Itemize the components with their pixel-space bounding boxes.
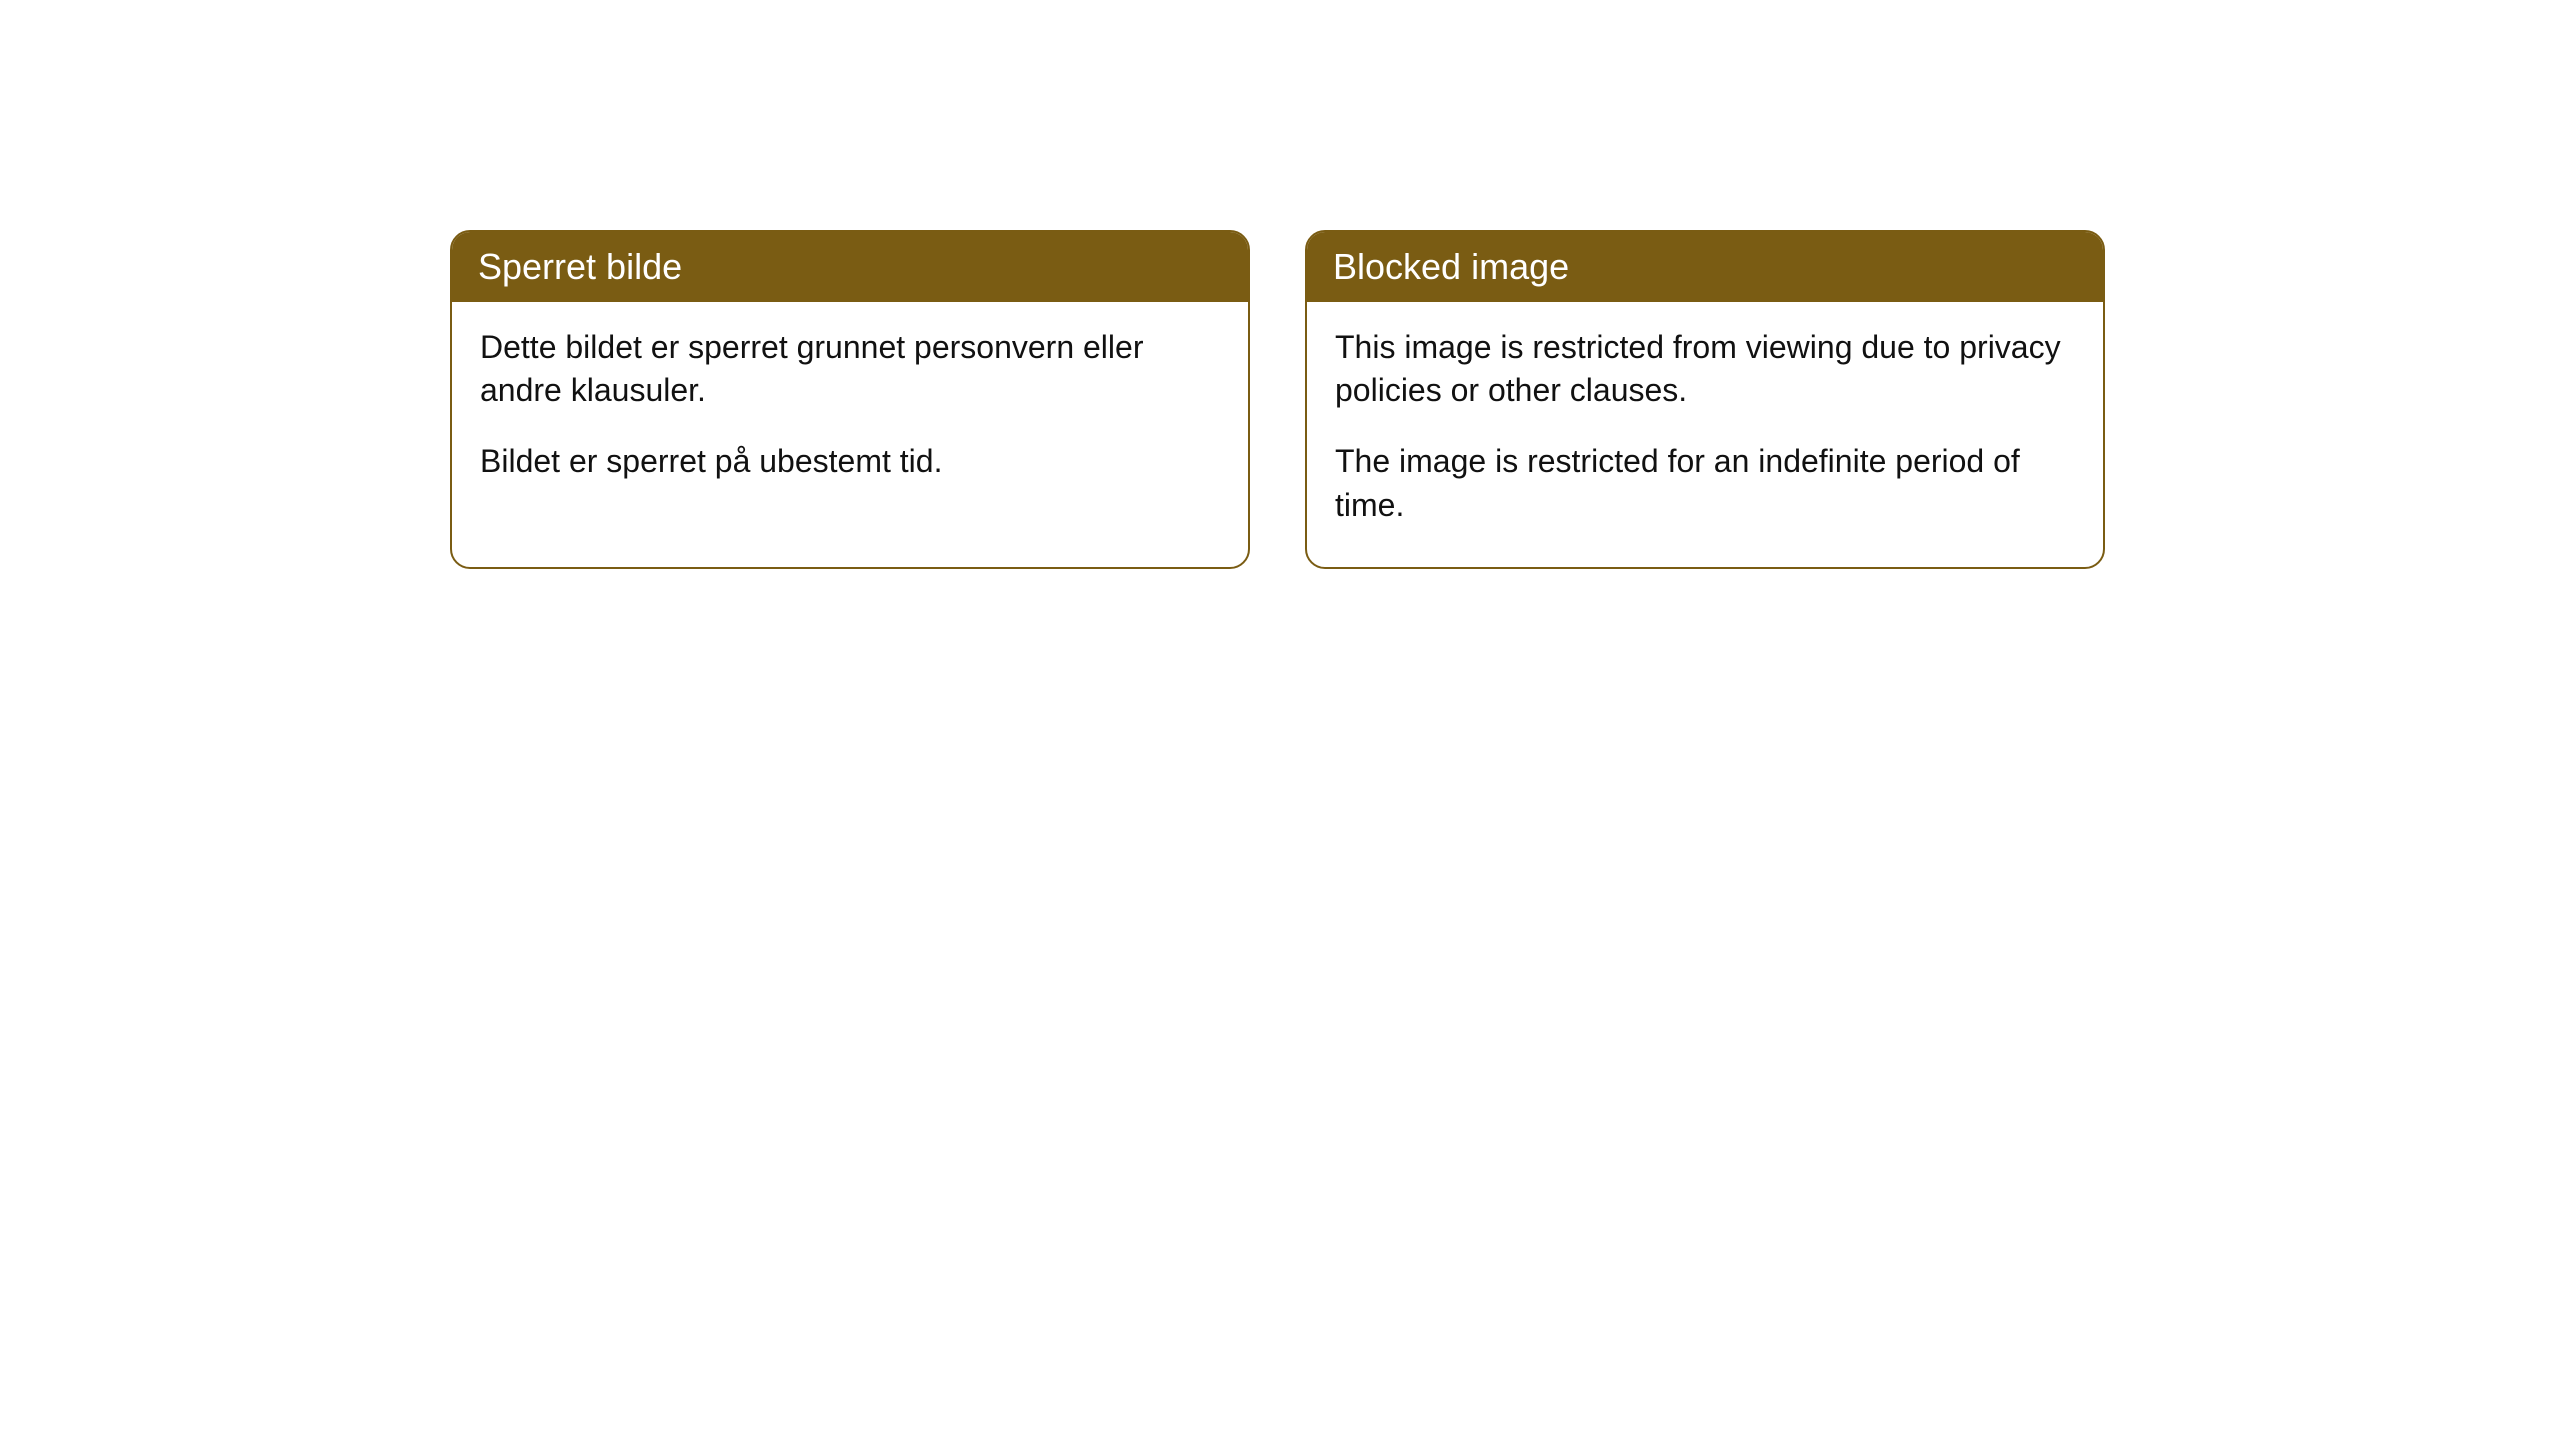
card-title: Sperret bilde bbox=[478, 246, 682, 287]
card-body: Dette bildet er sperret grunnet personve… bbox=[452, 302, 1248, 524]
info-cards-container: Sperret bilde Dette bildet er sperret gr… bbox=[450, 230, 2105, 569]
card-paragraph-2: Bildet er sperret på ubestemt tid. bbox=[480, 440, 1220, 483]
card-paragraph-1: This image is restricted from viewing du… bbox=[1335, 326, 2075, 412]
card-header: Blocked image bbox=[1307, 232, 2103, 302]
card-paragraph-2: The image is restricted for an indefinit… bbox=[1335, 440, 2075, 526]
card-header: Sperret bilde bbox=[452, 232, 1248, 302]
card-title: Blocked image bbox=[1333, 246, 1569, 287]
blocked-image-card-norwegian: Sperret bilde Dette bildet er sperret gr… bbox=[450, 230, 1250, 569]
blocked-image-card-english: Blocked image This image is restricted f… bbox=[1305, 230, 2105, 569]
card-body: This image is restricted from viewing du… bbox=[1307, 302, 2103, 567]
card-paragraph-1: Dette bildet er sperret grunnet personve… bbox=[480, 326, 1220, 412]
